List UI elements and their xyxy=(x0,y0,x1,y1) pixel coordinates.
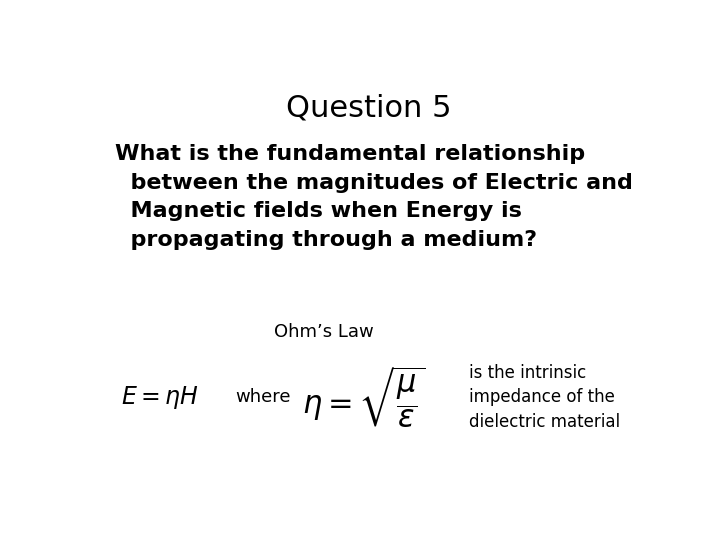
Text: is the intrinsic
impedance of the
dielectric material: is the intrinsic impedance of the dielec… xyxy=(469,364,621,431)
Text: What is the fundamental relationship
  between the magnitudes of Electric and
  : What is the fundamental relationship bet… xyxy=(115,144,633,250)
Text: $E = \eta H$: $E = \eta H$ xyxy=(121,384,199,411)
Text: Question 5: Question 5 xyxy=(287,94,451,123)
Text: Ohm’s Law: Ohm’s Law xyxy=(274,322,374,341)
Text: $\eta = \sqrt{\dfrac{\mu}{\varepsilon}}$: $\eta = \sqrt{\dfrac{\mu}{\varepsilon}}$ xyxy=(302,365,426,430)
Text: where: where xyxy=(235,388,291,407)
